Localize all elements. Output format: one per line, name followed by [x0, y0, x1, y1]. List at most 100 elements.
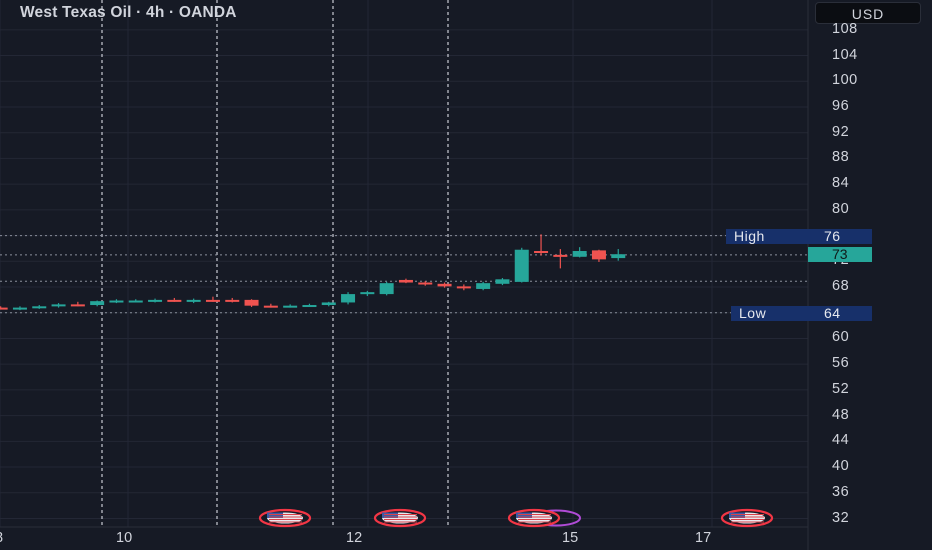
candle-down[interactable]	[437, 282, 452, 288]
candle-down[interactable]	[418, 281, 433, 286]
candle-body	[398, 279, 413, 283]
session-separators	[101, 0, 449, 527]
candle-up[interactable]	[186, 298, 201, 304]
candle-body	[514, 249, 529, 282]
candle-body	[360, 292, 375, 295]
us-flag-icon[interactable]	[258, 508, 312, 528]
us-flag-icon[interactable]	[507, 508, 581, 528]
candle-down[interactable]	[398, 278, 413, 284]
candle-body	[456, 286, 471, 289]
low-label: Low 64	[731, 304, 872, 321]
price-tick-label: 36	[832, 483, 850, 500]
candle-down[interactable]	[225, 297, 240, 303]
us-flag-icon[interactable]	[720, 508, 774, 528]
candle-body	[51, 304, 66, 307]
price-tick-label: 48	[832, 406, 850, 423]
event-markers	[258, 508, 774, 528]
candle-down[interactable]	[167, 297, 182, 302]
candle-body	[128, 300, 143, 303]
price-tick-label: 60	[832, 329, 850, 346]
candle-body	[244, 299, 259, 306]
price-tick-label: 100	[832, 72, 858, 89]
candle-down[interactable]	[456, 284, 471, 291]
low-label-text: Low	[739, 304, 767, 321]
candle-up[interactable]	[32, 305, 47, 309]
candle-body	[167, 299, 182, 302]
us-flag-icon[interactable]	[373, 508, 427, 528]
candle-up[interactable]	[51, 303, 66, 308]
candle-body	[495, 279, 510, 284]
chart-title: West Texas Oil · 4h · OANDA	[20, 4, 237, 21]
candle-down[interactable]	[534, 234, 549, 256]
price-tick-label: 88	[832, 149, 850, 166]
candle-body	[341, 294, 356, 303]
candle-body	[591, 250, 606, 260]
time-tick-label: 15	[562, 530, 579, 546]
current-price-tag: 73	[808, 247, 872, 262]
flag-canton	[382, 512, 398, 518]
high-label: High 76	[726, 227, 872, 244]
price-tick-label: 44	[832, 432, 850, 449]
candle-body	[321, 302, 336, 306]
candle-down[interactable]	[244, 299, 259, 307]
candle-up[interactable]	[12, 306, 27, 311]
flag-canton	[729, 512, 745, 518]
candle-up[interactable]	[283, 304, 298, 308]
flag-canton	[267, 512, 283, 518]
candle-body	[283, 305, 298, 308]
candle-up[interactable]	[379, 281, 394, 296]
candle-down[interactable]	[0, 306, 8, 310]
candle-body	[32, 306, 47, 309]
candle-body	[148, 299, 163, 302]
candle-up[interactable]	[611, 249, 626, 261]
price-tick-label: 56	[832, 355, 850, 372]
candle-body	[418, 282, 433, 285]
candle-body	[611, 254, 626, 259]
candle-up[interactable]	[514, 247, 529, 283]
candle-up[interactable]	[90, 300, 105, 307]
candle-body	[263, 305, 278, 308]
price-tick-label: 96	[832, 97, 850, 114]
candle-down[interactable]	[553, 249, 568, 269]
candle-up[interactable]	[572, 247, 587, 258]
high-label-text: High	[734, 227, 765, 244]
time-tick-label: 12	[346, 530, 363, 546]
candle-body	[476, 283, 491, 289]
candle-up[interactable]	[321, 301, 336, 307]
candle-body	[70, 304, 85, 307]
candle-down[interactable]	[70, 301, 85, 307]
price-tick-label: 40	[832, 458, 850, 475]
candle-body	[225, 299, 240, 302]
candle-up[interactable]	[476, 281, 491, 291]
candle-down[interactable]	[591, 249, 606, 262]
high-label-value: 76	[824, 227, 841, 244]
candle-body	[553, 254, 568, 257]
grid	[0, 0, 808, 527]
candle-up[interactable]	[148, 298, 163, 303]
time-tick-label: 8	[0, 530, 3, 546]
candle-up[interactable]	[302, 303, 317, 308]
low-label-value: 64	[824, 304, 841, 321]
candle-body	[90, 301, 105, 306]
flag-canton	[516, 512, 532, 518]
candle-body	[572, 251, 587, 257]
currency-button[interactable]: USD	[815, 2, 921, 24]
price-tick-label: 84	[832, 175, 850, 192]
candle-down[interactable]	[263, 303, 278, 308]
time-tick-label: 17	[695, 530, 712, 546]
candle-up[interactable]	[495, 278, 510, 286]
candle-body	[0, 307, 8, 310]
candle-up[interactable]	[360, 290, 375, 297]
candle-up[interactable]	[128, 299, 143, 303]
price-tick-label: 92	[832, 123, 850, 140]
candle-up[interactable]	[109, 299, 124, 304]
price-tick-label: 68	[832, 278, 850, 295]
candles	[0, 234, 626, 311]
price-tick-label: 108	[832, 20, 858, 37]
candle-up[interactable]	[341, 292, 356, 305]
candle-down[interactable]	[205, 296, 220, 302]
candle-body	[534, 251, 549, 254]
price-tick-label: 80	[832, 200, 850, 217]
candle-body	[437, 283, 452, 287]
